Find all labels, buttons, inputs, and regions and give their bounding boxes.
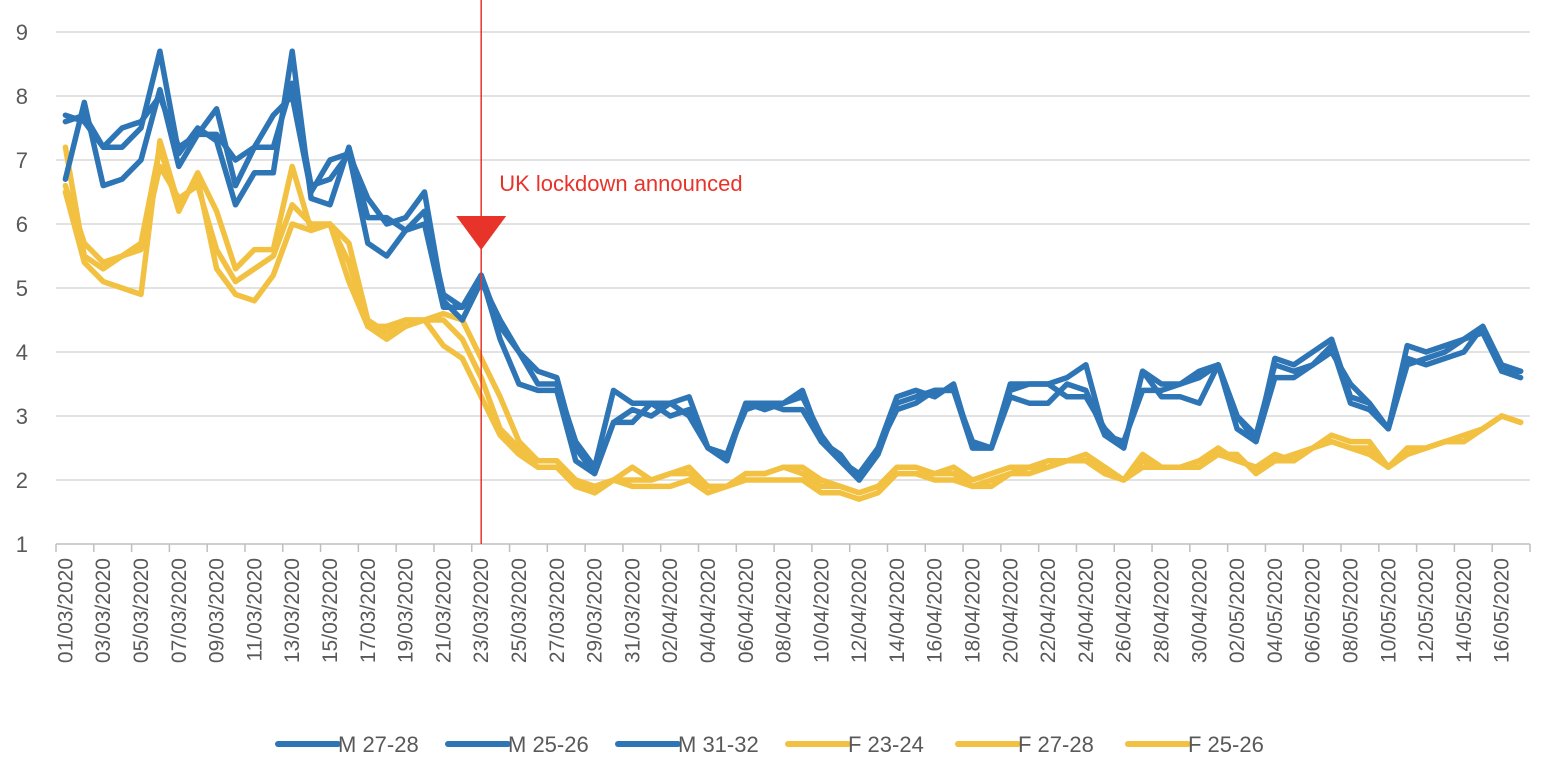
x-tick-label: 06/04/2020 [735, 558, 758, 663]
x-tick-label: 23/03/2020 [470, 558, 493, 663]
grid-lines [56, 31, 1530, 481]
x-tick-label: 22/04/2020 [1037, 558, 1060, 663]
x-tick-label: 15/03/2020 [319, 558, 342, 663]
y-tick-label: 9 [16, 20, 28, 45]
legend-label: M 27-28 [338, 732, 419, 757]
y-tick-label: 2 [16, 468, 28, 493]
y-tick-label: 5 [16, 276, 28, 301]
x-tick-label: 29/03/2020 [584, 558, 607, 663]
x-tick-label: 04/04/2020 [697, 558, 720, 663]
x-tick-label: 27/03/2020 [546, 558, 569, 663]
x-tick-label: 20/04/2020 [999, 558, 1022, 663]
x-tick-label: 19/03/2020 [395, 558, 418, 663]
lockdown-annotation-label: UK lockdown announced [499, 171, 742, 196]
x-tick-label: 18/04/2020 [962, 558, 985, 663]
x-tick-label: 11/03/2020 [243, 558, 266, 662]
y-tick-label: 7 [16, 148, 28, 173]
legend-label: F 25-26 [1188, 732, 1264, 757]
x-tick-label: 31/03/2020 [621, 558, 644, 663]
x-tick-label: 28/04/2020 [1151, 558, 1174, 663]
series-line-m-31-32 [62, 93, 1524, 477]
x-tick-label: 08/04/2020 [773, 558, 796, 663]
x-tick-label: 12/04/2020 [848, 558, 871, 663]
legend: M 27-28 M 25-26 M 31-32 F 23-24 F 27-28 F 25-… [275, 732, 1264, 757]
legend-label: F 27-28 [1018, 732, 1094, 757]
lockdown-marker-triangle [456, 216, 507, 250]
x-tick-label: 17/03/2020 [357, 558, 380, 663]
x-tick-label: 12/05/2020 [1415, 558, 1438, 663]
series-lines [62, 48, 1524, 502]
x-tick-label: 04/05/2020 [1264, 558, 1287, 663]
x-tick-label: 08/05/2020 [1339, 558, 1362, 663]
x-tick-label: 06/05/2020 [1302, 558, 1325, 663]
x-axis: 01/03/2020 03/03/2020 05/03/2020 07/03/2020… [54, 543, 1531, 663]
x-tick-label: 21/03/2020 [432, 558, 455, 663]
x-tick-label: 16/05/2020 [1491, 558, 1514, 663]
x-tick-label: 26/04/2020 [1113, 558, 1136, 663]
series-line-f-23-24 [62, 144, 1524, 496]
y-tick-label: 8 [16, 84, 28, 109]
y-axis-ticks: 1 2 3 4 5 6 7 8 9 [16, 20, 28, 557]
x-tick-label: 10/04/2020 [810, 558, 833, 663]
series-line-f-25-26 [62, 163, 1524, 496]
legend-label: M 31-32 [678, 732, 759, 757]
x-tick-label: 30/04/2020 [1188, 558, 1211, 663]
y-tick-label: 4 [16, 340, 28, 365]
lockdown-annotation: UK lockdown announced [456, 0, 743, 544]
x-tick-label: 14/05/2020 [1453, 558, 1476, 663]
x-tick-label: 02/04/2020 [659, 558, 682, 663]
x-tick-label: 13/03/2020 [281, 558, 304, 663]
y-tick-label: 1 [16, 532, 28, 557]
legend-label: M 25-26 [508, 732, 589, 757]
x-tick-label: 07/03/2020 [168, 558, 191, 663]
x-tick-label: 24/04/2020 [1075, 558, 1098, 663]
series-line-m-25-26 [62, 80, 1524, 483]
x-tick-label: 14/04/2020 [886, 558, 909, 663]
x-tick-label: 01/03/2020 [54, 558, 77, 663]
x-tick-label: 03/03/2020 [92, 558, 115, 663]
legend-label: F 23-24 [848, 732, 924, 757]
x-tick-label: 05/03/2020 [130, 558, 153, 663]
x-tick-label: 25/03/2020 [508, 558, 531, 663]
x-tick-label: 10/05/2020 [1377, 558, 1400, 663]
x-tick-label: 02/05/2020 [1226, 558, 1249, 663]
y-tick-label: 3 [16, 404, 28, 429]
x-tick-label: 09/03/2020 [206, 558, 229, 663]
x-tick-label: 16/04/2020 [924, 558, 947, 663]
y-tick-label: 6 [16, 212, 28, 237]
